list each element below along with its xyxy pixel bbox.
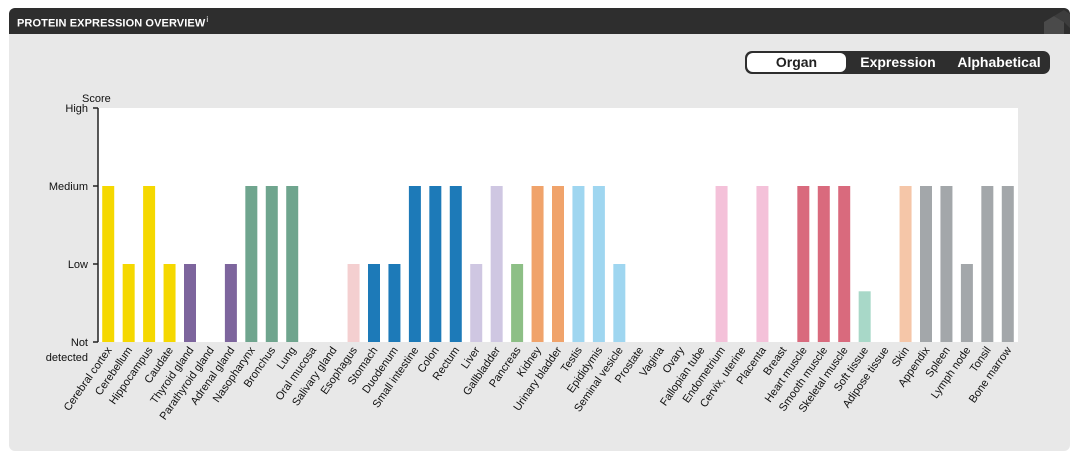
bar	[511, 264, 524, 342]
panel-title-text: PROTEIN EXPRESSION OVERVIEW	[17, 17, 206, 30]
corner-decoration-icon	[1044, 10, 1070, 34]
y-tick-label: Not	[71, 337, 88, 349]
bar	[490, 186, 503, 342]
bar	[163, 264, 176, 342]
bar	[102, 186, 115, 342]
bar	[122, 264, 135, 342]
tab-expression[interactable]: Expression	[860, 54, 936, 70]
bar	[960, 264, 973, 342]
y-tick-label: detected	[46, 352, 88, 364]
bar	[715, 186, 728, 342]
bar	[817, 186, 830, 342]
tab-organ[interactable]: Organ	[747, 53, 846, 72]
bar	[143, 186, 156, 342]
bar	[858, 291, 871, 342]
bar	[184, 264, 196, 342]
bar	[940, 186, 953, 342]
bar	[408, 186, 421, 342]
bar	[572, 186, 585, 342]
y-tick-label: Low	[68, 259, 88, 271]
bar	[224, 264, 237, 342]
sort-tabs: Organ Expression Alphabetical	[745, 51, 1050, 74]
tab-alphabetical[interactable]: Alphabetical	[957, 54, 1041, 70]
bar	[920, 186, 932, 342]
panel-title: PROTEIN EXPRESSION OVERVIEWi	[17, 15, 208, 30]
bar	[470, 264, 483, 342]
bar	[429, 186, 442, 342]
bar	[449, 186, 462, 342]
bar	[1001, 186, 1014, 342]
bar	[388, 264, 401, 342]
bar	[552, 186, 564, 342]
y-tick-label: High	[65, 103, 88, 115]
bar	[613, 264, 626, 342]
bar	[368, 264, 380, 342]
bar	[286, 186, 299, 342]
bar	[899, 186, 912, 342]
bar	[265, 186, 278, 342]
bar	[981, 186, 994, 342]
bar	[347, 264, 360, 342]
bar	[797, 186, 810, 342]
y-tick-label: Medium	[49, 181, 88, 193]
info-icon[interactable]: i	[206, 15, 209, 24]
panel-header: PROTEIN EXPRESSION OVERVIEWi	[9, 8, 1070, 34]
bar	[592, 186, 605, 342]
y-axis-title: Score	[82, 93, 111, 105]
bar	[838, 186, 851, 342]
bar	[756, 186, 769, 342]
bar	[245, 186, 258, 342]
bar	[531, 186, 544, 342]
